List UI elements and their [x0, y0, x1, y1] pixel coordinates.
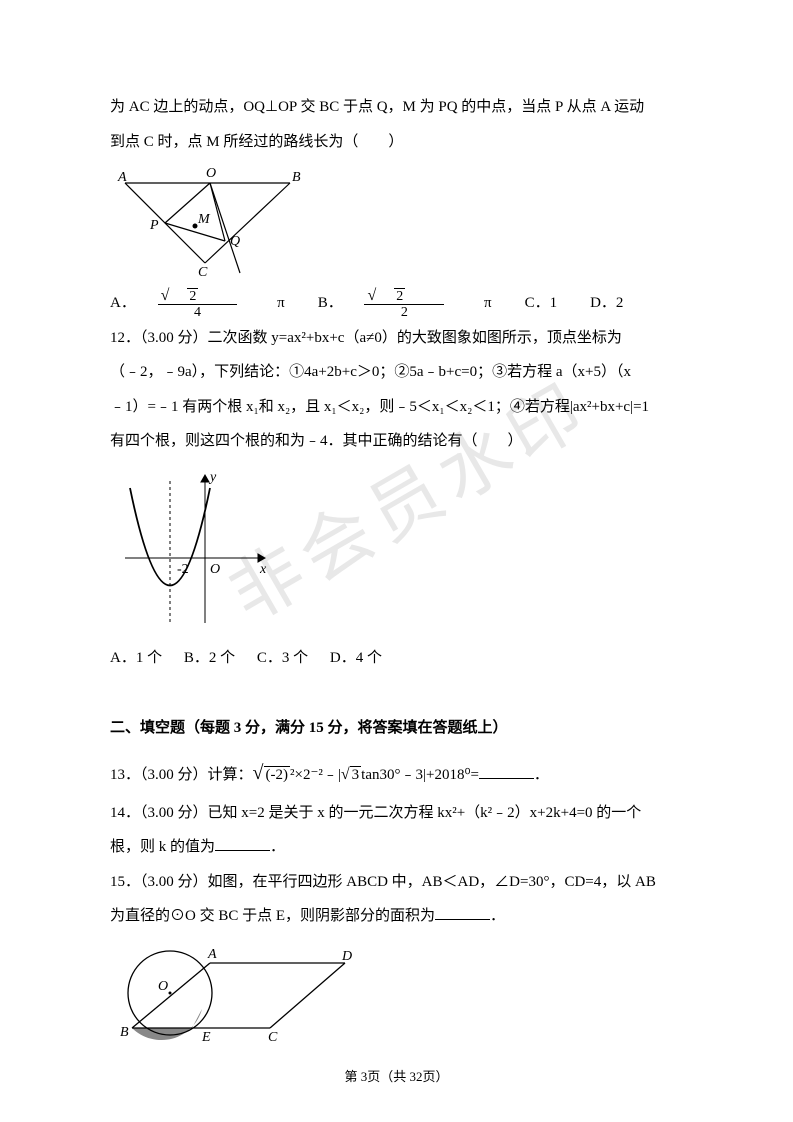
label-B-15: B [120, 1025, 129, 1040]
q13-p4: tan30°﹣3|+2018⁰= [361, 767, 479, 783]
q14-line2: 根，则 k 的值为． [110, 830, 683, 865]
q14-line1: 14．（3.00 分）已知 x=2 是关于 x 的一元二次方程 kx²+（k²﹣… [110, 796, 683, 831]
q13-suffix: ． [534, 767, 549, 783]
label-P: P [149, 218, 159, 233]
tick-label: -2 [177, 562, 189, 577]
q15-figure: A D B C E O [110, 938, 683, 1052]
q11-line1: 为 AC 边上的动点，OQ⊥OP 交 BC 于点 Q，M 为 PQ 的中点，当点… [110, 90, 683, 125]
label-D-15: D [341, 949, 352, 964]
q14-blank [215, 837, 270, 851]
q11-line2: 到点 C 时，点 M 所经过的路线长为（ ） [110, 125, 683, 160]
label-C-15: C [268, 1030, 278, 1045]
q12-line2: （﹣2，﹣9a），下列结论：①4a+2b+c＞0；②5a﹣b+c=0；③若方程 … [110, 355, 683, 390]
y-axis-label: y [208, 470, 217, 485]
page-total: 32 [410, 1069, 423, 1084]
q12-opt-D: D．4 个 [330, 650, 382, 666]
q12-opt-A: A．1 个 [110, 650, 162, 666]
q12-line1: 12．（3.00 分）二次函数 y=ax²+bx+c（a≠0）的大致图象如图所示… [110, 321, 683, 356]
q13-sqrt1: √(-2) [253, 750, 290, 796]
label-O-15: O [158, 979, 168, 994]
q13-prefix: 13．（3.00 分）计算： [110, 767, 253, 783]
label-A: A [117, 170, 127, 185]
opt-B-label: B． [318, 295, 343, 311]
label-B: B [292, 170, 301, 185]
q13-p2: ²×2⁻²﹣| [290, 767, 341, 783]
q12-figure: x y O -2 [110, 463, 683, 637]
q12-line4: 有四个根，则这四个根的和为﹣4．其中正确的结论有（ ） [110, 424, 683, 459]
q15-blank [435, 906, 490, 920]
opt-A-label: A． [110, 295, 136, 311]
q15-line1: 15．（3.00 分）如图，在平行四边形 ABCD 中，AB＜AD，∠D=30°… [110, 865, 683, 900]
page-footer: 第 3页（共 32页） [0, 1062, 793, 1092]
label-A-15: A [207, 947, 217, 962]
label-O: O [206, 166, 216, 181]
x-axis-label: x [259, 562, 267, 577]
q15-line2: 为直径的⊙O 交 BC 于点 E，则阴影部分的面积为． [110, 899, 683, 934]
label-E-15: E [201, 1030, 211, 1045]
q13-sqrt2: √3 [341, 757, 361, 794]
label-Q: Q [230, 234, 240, 249]
q13-blank [479, 765, 534, 779]
page-content: 为 AC 边上的动点，OQ⊥OP 交 BC 于点 Q，M 为 PQ 的中点，当点… [110, 90, 683, 1052]
q12-opt-B: B．2 个 [184, 650, 235, 666]
q12-opt-C: C．3 个 [257, 650, 308, 666]
origin-label: O [210, 562, 220, 577]
q12-options: A．1 个 B．2 个 C．3 个 D．4 个 [110, 641, 683, 676]
q12-line3: ﹣1）=﹣1 有两个根 x₁和 x₂，且 x₁＜x₂，则﹣5＜x₁＜x₂＜1；④… [110, 390, 683, 425]
q13: 13．（3.00 分）计算：√(-2)²×2⁻²﹣|√3tan30°﹣3|+20… [110, 750, 683, 796]
opt-A-suffix: π [277, 295, 285, 311]
label-M: M [197, 212, 211, 227]
opt-C: C．1 [525, 295, 558, 311]
q11-options: A． √2 4 π B． √2 2 π C．1 D．2 [110, 286, 683, 321]
opt-D: D．2 [590, 295, 623, 311]
label-C: C [198, 265, 208, 278]
opt-B-suffix: π [484, 295, 492, 311]
opt-B-frac: √2 2 [364, 287, 462, 321]
section2-header: 二、填空题（每题 3 分，满分 15 分，将答案填在答题纸上） [110, 711, 683, 746]
opt-A-frac: √2 4 [158, 287, 256, 321]
q11-figure: A O B P M Q C [110, 163, 683, 282]
